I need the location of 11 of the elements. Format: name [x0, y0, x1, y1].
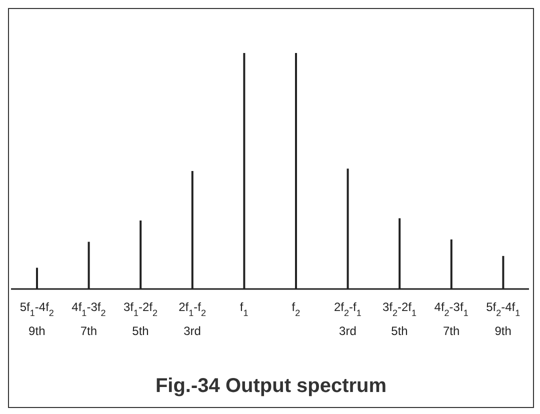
x-tick-label: f$_{1}$	[240, 300, 248, 318]
x-tick-label: 5f$_{1}$-4f$_{2}$ 9th	[20, 300, 54, 338]
x-tick-label: f$_{2}$	[292, 300, 300, 318]
x-tick-label: 3f$_{1}$-2f$_{2}$ 5th	[123, 300, 158, 338]
x-tick-label: 3f$_{2}$-2f$_{1}$ 5th	[382, 300, 417, 338]
x-tick-label: 5f$_{2}$-4f$_{1}$ 9th	[486, 300, 520, 338]
x-tick-label: 2f$_{1}$-f$_{2}$ 3rd	[178, 300, 206, 338]
text: Fig.-34 Output spectrum	[154, 375, 388, 398]
x-tick-label: 4f$_{2}$-3f$_{1}$ 7th	[434, 300, 468, 338]
x-tick-label: 4f$_{1}$-3f$_{2}$ 7th	[72, 300, 106, 338]
x-tick-label: 2f$_{2}$-f$_{1}$ 3rd	[334, 300, 362, 338]
